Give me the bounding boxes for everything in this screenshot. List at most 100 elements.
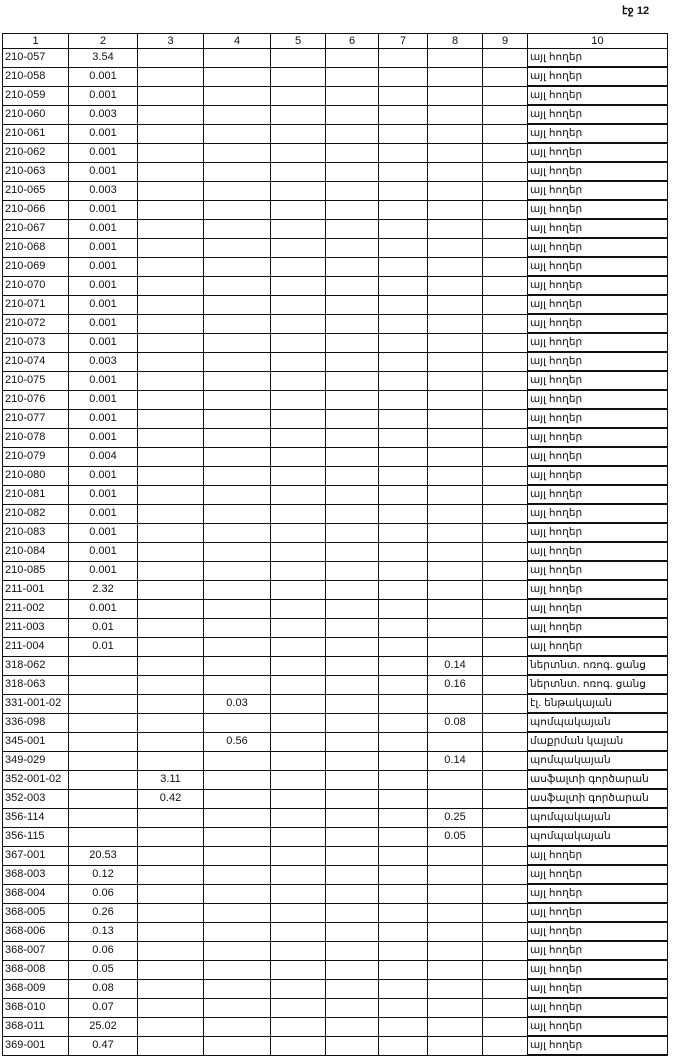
area-cell: [203, 446, 271, 467]
area-cell: [427, 959, 483, 980]
land-use-cell: այլ հողեր: [527, 864, 668, 885]
parcel-code-cell: 349-029: [2, 750, 69, 771]
area-cell: [482, 902, 528, 923]
area-cell: [270, 579, 326, 600]
area-cell: [325, 313, 379, 334]
land-use-cell: այլ հողեր: [527, 522, 668, 543]
area-cell: [270, 1016, 326, 1037]
area-cell: [427, 104, 483, 125]
area-cell: [325, 598, 379, 619]
area-cell: [325, 769, 379, 790]
area-cell: [427, 351, 483, 372]
parcel-code-cell: 210-085: [2, 560, 69, 581]
table-row: 210-061 0.001 այլ հողեր: [2, 123, 668, 144]
parcel-code-cell: 368-011: [2, 1016, 69, 1037]
area-cell: [325, 807, 379, 828]
land-use-cell: այլ հողեր: [527, 237, 668, 258]
area-cell: [203, 199, 271, 220]
area-cell: [137, 503, 204, 524]
area-cell: 0.001: [68, 389, 138, 410]
parcel-code-cell: 368-006: [2, 921, 69, 942]
area-cell: [270, 807, 326, 828]
area-cell: [427, 560, 483, 581]
area-cell: [137, 560, 204, 581]
area-cell: [270, 408, 326, 429]
table-row: 356-114 0.25 պոմպակայան: [2, 807, 668, 828]
table-row: 210-057 3.54 այլ հողեր: [2, 48, 668, 68]
table-row: 210-065 0.003 այլ հողեր: [2, 180, 668, 201]
land-use-cell: այլ հողեր: [527, 161, 668, 182]
area-cell: [427, 978, 483, 999]
area-cell: [203, 807, 271, 828]
parcel-code-cell: 210-061: [2, 123, 69, 144]
area-cell: [378, 598, 428, 619]
area-cell: [378, 123, 428, 144]
column-header: 7: [378, 33, 428, 49]
area-cell: 25.02: [68, 1016, 138, 1037]
area-cell: 0.001: [68, 294, 138, 315]
land-use-cell: էլ. ենթակայան: [527, 693, 668, 714]
parcel-code-cell: 210-066: [2, 199, 69, 220]
parcel-code-cell: 210-068: [2, 237, 69, 258]
area-cell: [325, 674, 379, 695]
area-cell: 0.25: [427, 807, 483, 828]
land-use-cell: այլ հողեր: [527, 256, 668, 277]
parcel-code-cell: 210-081: [2, 484, 69, 505]
area-cell: [482, 180, 528, 201]
table-row: 210-060 0.003 այլ հողեր: [2, 104, 668, 125]
area-cell: [68, 788, 138, 809]
area-cell: [270, 142, 326, 163]
area-cell: [270, 902, 326, 923]
area-cell: 0.001: [68, 408, 138, 429]
area-cell: 0.03: [203, 693, 271, 714]
column-header: 2: [68, 33, 138, 49]
area-cell: [137, 636, 204, 657]
area-cell: [270, 864, 326, 885]
area-cell: [203, 142, 271, 163]
area-cell: [427, 180, 483, 201]
area-cell: 0.001: [68, 199, 138, 220]
area-cell: [270, 484, 326, 505]
land-table: 1 2 3 4 5 6 7 8 9 10 210-057 3.54 այլ հողեր 210-058 0…: [2, 33, 668, 1056]
area-cell: [427, 123, 483, 144]
area-cell: [325, 370, 379, 391]
area-cell: [270, 636, 326, 657]
area-cell: [203, 465, 271, 486]
column-header: 6: [325, 33, 379, 49]
area-cell: [137, 750, 204, 771]
area-cell: [203, 750, 271, 771]
parcel-code-cell: 356-114: [2, 807, 69, 828]
land-use-cell: այլ հողեր: [527, 123, 668, 144]
area-cell: [137, 66, 204, 87]
area-cell: [325, 579, 379, 600]
area-cell: [427, 617, 483, 638]
land-use-cell: այլ հողեր: [527, 370, 668, 391]
area-cell: 0.42: [137, 788, 204, 809]
area-cell: [325, 427, 379, 448]
area-cell: [137, 1016, 204, 1037]
area-cell: 0.05: [68, 959, 138, 980]
area-cell: [137, 104, 204, 125]
area-cell: [482, 408, 528, 429]
area-cell: [270, 294, 326, 315]
area-cell: [137, 902, 204, 923]
area-cell: 0.14: [427, 750, 483, 771]
area-cell: 0.003: [68, 351, 138, 372]
area-cell: 0.001: [68, 427, 138, 448]
land-use-cell: ներտնտ. ոռոգ. ցանց: [527, 655, 668, 676]
area-cell: [203, 180, 271, 201]
land-use-cell: այլ հողեր: [527, 351, 668, 372]
area-cell: [270, 123, 326, 144]
area-cell: [378, 541, 428, 562]
table-row: 368-009 0.08 այլ հողեր: [2, 978, 668, 999]
table-row: 210-080 0.001 այլ հողեր: [2, 465, 668, 486]
area-cell: [137, 655, 204, 676]
parcel-code-cell: 210-080: [2, 465, 69, 486]
area-cell: [137, 446, 204, 467]
area-cell: [137, 465, 204, 486]
area-cell: 0.001: [68, 142, 138, 163]
area-cell: [203, 940, 271, 961]
area-cell: [482, 351, 528, 372]
area-cell: [203, 864, 271, 885]
area-cell: [203, 275, 271, 296]
